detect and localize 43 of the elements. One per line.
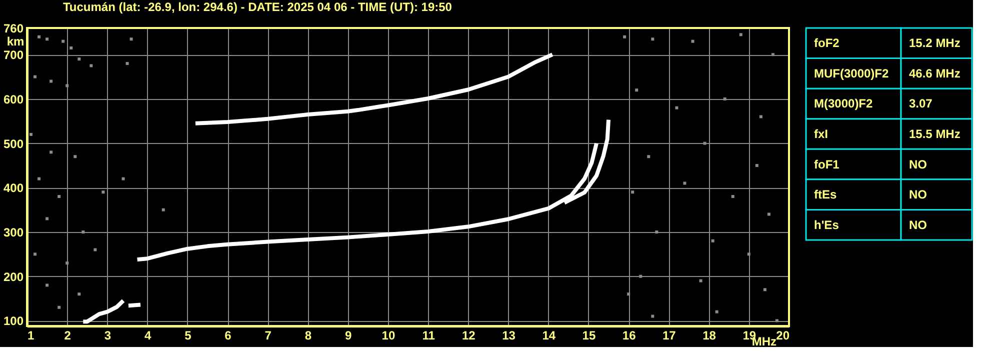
x-tick-label: 16 bbox=[622, 328, 636, 342]
text: fxI bbox=[814, 127, 828, 141]
x-tick-label: 14 bbox=[542, 328, 556, 342]
x-tick-label: 15 bbox=[582, 328, 596, 342]
y-tick-label: 760 bbox=[3, 22, 24, 36]
x-tick-label: 13 bbox=[502, 328, 516, 342]
x-tick-label: 20 bbox=[776, 328, 790, 342]
x-tick-label: 9 bbox=[345, 328, 352, 342]
text: M(3000)F2 bbox=[814, 96, 874, 111]
x-tick-label: 3 bbox=[104, 328, 112, 342]
chart-title: Tucumán (lat: -26.9, lon: 294.6) - DATE: 2025 04 06 - TIME (UT): 19:50 bbox=[62, 0, 452, 14]
x-tick-label: 11 bbox=[422, 328, 436, 342]
x-tick-label: 6 bbox=[224, 328, 232, 342]
x-tick-label: 17 bbox=[662, 328, 676, 342]
y-tick-label: 300 bbox=[3, 225, 24, 240]
x-tick-label: 10 bbox=[382, 328, 396, 342]
text: NO bbox=[909, 218, 927, 232]
text: h'Es bbox=[814, 218, 840, 232]
text: 3.07 bbox=[909, 96, 933, 111]
x-tick-label: 8 bbox=[304, 328, 312, 342]
x-tick-label: 2 bbox=[64, 328, 72, 342]
y-tick-label: 100 bbox=[3, 314, 24, 328]
text: 15.2 MHz bbox=[909, 36, 960, 50]
y-tick-label: 500 bbox=[3, 136, 24, 151]
text: NO bbox=[909, 157, 927, 172]
y-tick-label: 400 bbox=[3, 181, 24, 196]
x-tick-label: 5 bbox=[184, 328, 192, 342]
x-tick-label: 1 bbox=[28, 328, 34, 342]
y-tick-label: 600 bbox=[3, 92, 24, 106]
text: NO bbox=[909, 188, 927, 202]
text: 46.6 MHz bbox=[909, 66, 960, 80]
x-tick-label: 12 bbox=[462, 328, 476, 342]
y-tick-label: 200 bbox=[3, 270, 24, 284]
text: ftEs bbox=[814, 188, 837, 202]
text: foF1 bbox=[814, 157, 840, 172]
text: MUF(3000)F2 bbox=[814, 66, 890, 80]
y-axis-title: km bbox=[6, 34, 24, 48]
text: 15.5 MHz bbox=[909, 127, 960, 141]
x-tick-label: 7 bbox=[264, 328, 272, 342]
x-tick-label: 18 bbox=[702, 328, 716, 342]
x-tick-label: 4 bbox=[144, 328, 152, 342]
text: foF2 bbox=[814, 36, 840, 50]
y-tick-label: 700 bbox=[3, 48, 24, 62]
